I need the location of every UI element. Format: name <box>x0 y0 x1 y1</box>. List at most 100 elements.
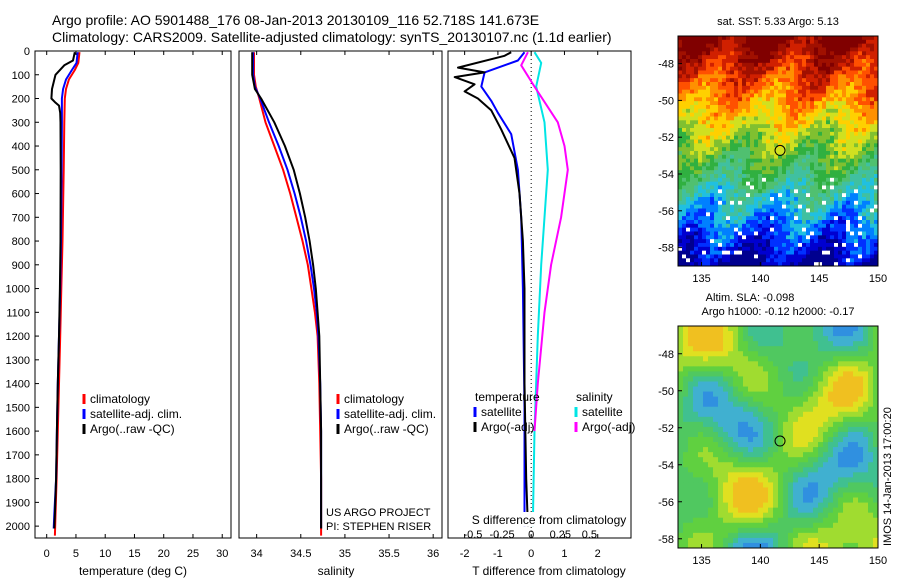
sst-cell <box>786 170 791 175</box>
sst-cell <box>738 143 743 148</box>
sst-cell <box>786 220 791 225</box>
sla-cell <box>678 421 684 428</box>
sst-cell <box>810 131 815 137</box>
sst-cell <box>814 112 819 117</box>
sla-cell <box>738 537 744 544</box>
sst-cell <box>866 112 871 117</box>
sst-cell <box>686 212 691 217</box>
sst-cell <box>762 55 767 60</box>
sst-cell <box>738 139 743 144</box>
sla-cell <box>728 351 734 357</box>
sst-cell <box>742 246 747 252</box>
sla-cell <box>863 326 869 332</box>
sla-cell <box>863 512 869 519</box>
sst-cell <box>850 262 855 267</box>
sst-cell <box>874 139 879 144</box>
sst-cell <box>682 39 687 45</box>
sla-cell <box>688 406 694 413</box>
sst-cell <box>834 208 839 213</box>
sla-cell <box>763 431 769 438</box>
sst-cell <box>854 243 859 248</box>
sst-cell <box>782 47 787 52</box>
sla-cell <box>698 431 704 438</box>
sla-cell <box>718 522 724 529</box>
sla-cell <box>733 341 739 347</box>
sst-cell <box>858 258 863 263</box>
sst-cell <box>838 262 843 267</box>
sst-cell <box>694 55 699 60</box>
sla-cell <box>723 376 729 382</box>
sst-cell <box>686 166 691 171</box>
sla-cell <box>803 477 809 483</box>
sst-cell <box>802 158 807 163</box>
sst-cell <box>682 124 687 129</box>
sla-cell <box>833 351 839 357</box>
sla-cell <box>838 341 844 347</box>
sst-cell <box>750 131 755 137</box>
sst-cell <box>818 208 823 213</box>
sla-cell <box>683 426 689 433</box>
sst-cell <box>810 239 815 244</box>
sst-cell <box>678 154 683 160</box>
sst-cell <box>678 116 683 121</box>
sst-cell <box>870 82 875 87</box>
sst-cell <box>818 55 823 60</box>
sst-cell <box>718 181 723 186</box>
sst-cell <box>778 166 783 171</box>
sst-cell <box>830 112 835 117</box>
sla-cell <box>778 517 784 524</box>
sla-cell <box>738 386 744 392</box>
sla-cell <box>703 331 709 337</box>
sla-cell <box>703 507 709 514</box>
sst-cell <box>822 116 827 121</box>
temperature-plot-lines <box>50 51 81 536</box>
sst-cell <box>734 82 739 87</box>
sst-cell <box>858 174 863 179</box>
sst-cell <box>850 101 855 106</box>
sst-cell <box>718 254 723 259</box>
sla-cell <box>703 452 709 458</box>
sst-cell <box>822 105 827 110</box>
sst-cell <box>698 200 703 206</box>
sla-cell <box>703 351 709 357</box>
sst-cell <box>694 223 699 229</box>
sst-cell <box>814 39 819 45</box>
sst-cell <box>690 208 695 213</box>
sla-cell <box>863 542 869 549</box>
sst-cell <box>794 166 799 171</box>
sst-cell <box>846 147 851 152</box>
sla-cell <box>753 376 759 382</box>
sst-cell <box>686 93 691 98</box>
sla-cell <box>808 386 814 392</box>
sst-cell <box>810 174 815 179</box>
sst-cell <box>678 212 683 217</box>
sst-cell <box>790 246 795 252</box>
sla-cell <box>788 532 794 539</box>
sst-cell <box>754 147 759 152</box>
sst-cell <box>710 108 715 114</box>
sla-cell <box>848 457 854 463</box>
sst-cell <box>822 212 827 217</box>
sla-cell <box>708 442 714 448</box>
sst-cell <box>718 70 723 75</box>
sst-cell <box>838 124 843 129</box>
sst-cell <box>702 128 707 133</box>
sst-cell <box>742 112 747 117</box>
sst-cell <box>858 216 863 221</box>
sst-cell <box>834 197 839 202</box>
sla-cell <box>798 492 804 498</box>
sst-cell <box>838 254 843 259</box>
sla-cell <box>678 431 684 438</box>
sla-cell <box>858 487 864 493</box>
sla-cell <box>703 381 709 387</box>
sla-cell <box>778 371 784 377</box>
sla-cell <box>868 477 874 483</box>
sla-cell <box>713 437 719 443</box>
sst-cell <box>706 235 711 240</box>
sst-cell <box>742 97 747 102</box>
sla-cell <box>743 381 749 387</box>
sla-cell <box>698 361 704 367</box>
sla-cell <box>753 532 759 539</box>
sla-cell <box>743 331 749 337</box>
sst-cell <box>874 262 879 267</box>
